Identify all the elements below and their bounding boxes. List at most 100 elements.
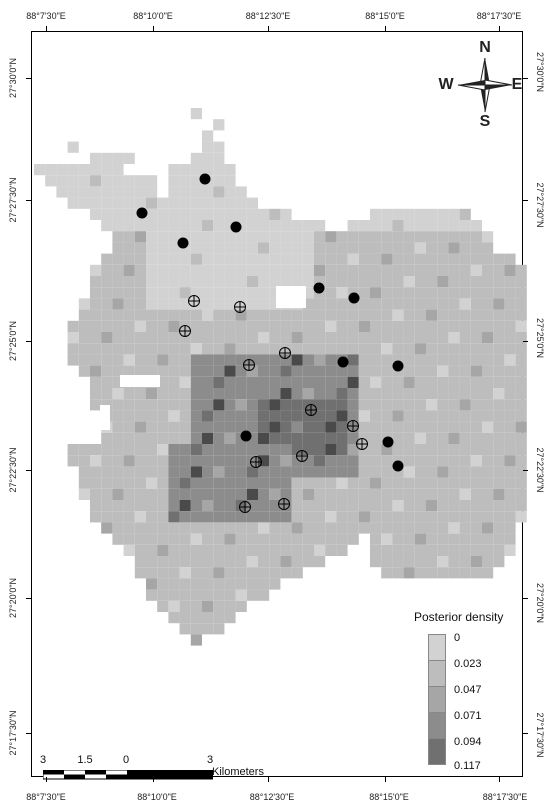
density-cell [448, 242, 460, 254]
density-cell [426, 354, 438, 366]
density-cell [269, 376, 281, 388]
site-dot-crossed [305, 404, 317, 416]
density-cell [515, 455, 527, 467]
density-cell [358, 298, 370, 310]
density-cell [190, 220, 202, 232]
density-cell [459, 287, 471, 299]
density-cell [302, 511, 314, 523]
density-cell [448, 511, 460, 523]
density-cell [123, 410, 135, 422]
density-cell [67, 332, 79, 344]
density-cell [392, 511, 404, 523]
density-cell [146, 567, 158, 579]
density-cell [235, 533, 247, 545]
density-cell [493, 477, 505, 489]
density-cell [235, 242, 247, 254]
density-cell [459, 242, 471, 254]
density-cell [493, 421, 505, 433]
density-cell [112, 175, 124, 187]
density-cell [235, 388, 247, 400]
density-cell [403, 421, 415, 433]
density-cell [314, 264, 326, 276]
scale-bar-graphic [43, 770, 213, 780]
density-cell [258, 208, 270, 220]
density-cell [190, 612, 202, 624]
density-cell [347, 354, 359, 366]
density-cell [190, 544, 202, 556]
density-cell [482, 477, 494, 489]
density-cell [146, 264, 158, 276]
density-cell [504, 376, 516, 388]
density-cell [392, 421, 404, 433]
site-dot-crossed [243, 359, 255, 371]
density-cell [258, 544, 270, 556]
compass-w: W [438, 76, 454, 93]
density-cell [146, 186, 158, 198]
density-cell [168, 455, 180, 467]
density-cell [291, 477, 303, 489]
density-cell [493, 556, 505, 568]
density-cell [381, 444, 393, 456]
density-cell [470, 544, 482, 556]
density-cell [269, 220, 281, 232]
density-cell [448, 208, 460, 220]
graticule-tick [26, 470, 31, 471]
density-cell [381, 332, 393, 344]
density-cell [448, 276, 460, 288]
density-cell [246, 544, 258, 556]
density-cell [101, 343, 113, 355]
density-cell [470, 264, 482, 276]
density-cell [347, 365, 359, 377]
density-cell [213, 264, 225, 276]
density-cell [202, 197, 214, 209]
density-cell [414, 220, 426, 232]
density-cell [302, 253, 314, 265]
density-cell [302, 432, 314, 444]
density-cell [202, 164, 214, 176]
density-cell [123, 511, 135, 523]
density-cell [179, 276, 191, 288]
density-cell [134, 309, 146, 321]
density-cell [190, 533, 202, 545]
density-cell [358, 287, 370, 299]
density-cell [358, 354, 370, 366]
density-cell [213, 287, 225, 299]
density-cell [168, 332, 180, 344]
density-cell [179, 578, 191, 590]
graticule-tick [26, 733, 31, 734]
density-cell [493, 287, 505, 299]
density-cell [157, 208, 169, 220]
density-cell [246, 444, 258, 456]
density-cell [190, 354, 202, 366]
density-cell [358, 220, 370, 232]
density-cell [134, 343, 146, 355]
density-cell [269, 354, 281, 366]
density-cell [101, 320, 113, 332]
density-cell [179, 432, 191, 444]
density-cell [269, 556, 281, 568]
density-cell [392, 444, 404, 456]
density-cell [437, 220, 449, 232]
density-cell [213, 488, 225, 500]
density-cell [179, 164, 191, 176]
density-cell [493, 343, 505, 355]
density-cell [403, 388, 415, 400]
density-cell [493, 544, 505, 556]
density-cell [302, 264, 314, 276]
density-cell [134, 432, 146, 444]
density-cell [459, 455, 471, 467]
density-cell [246, 253, 258, 265]
density-cell [90, 152, 102, 164]
density-cell [370, 220, 382, 232]
density-cell [202, 186, 214, 198]
density-cell [325, 466, 337, 478]
density-cell [157, 388, 169, 400]
density-cell [258, 556, 270, 568]
density-cell [67, 343, 79, 355]
density-cell [358, 365, 370, 377]
density-cell [246, 511, 258, 523]
density-cell [112, 522, 124, 534]
density-cell [392, 332, 404, 344]
density-cell [493, 354, 505, 366]
density-cell [246, 567, 258, 579]
